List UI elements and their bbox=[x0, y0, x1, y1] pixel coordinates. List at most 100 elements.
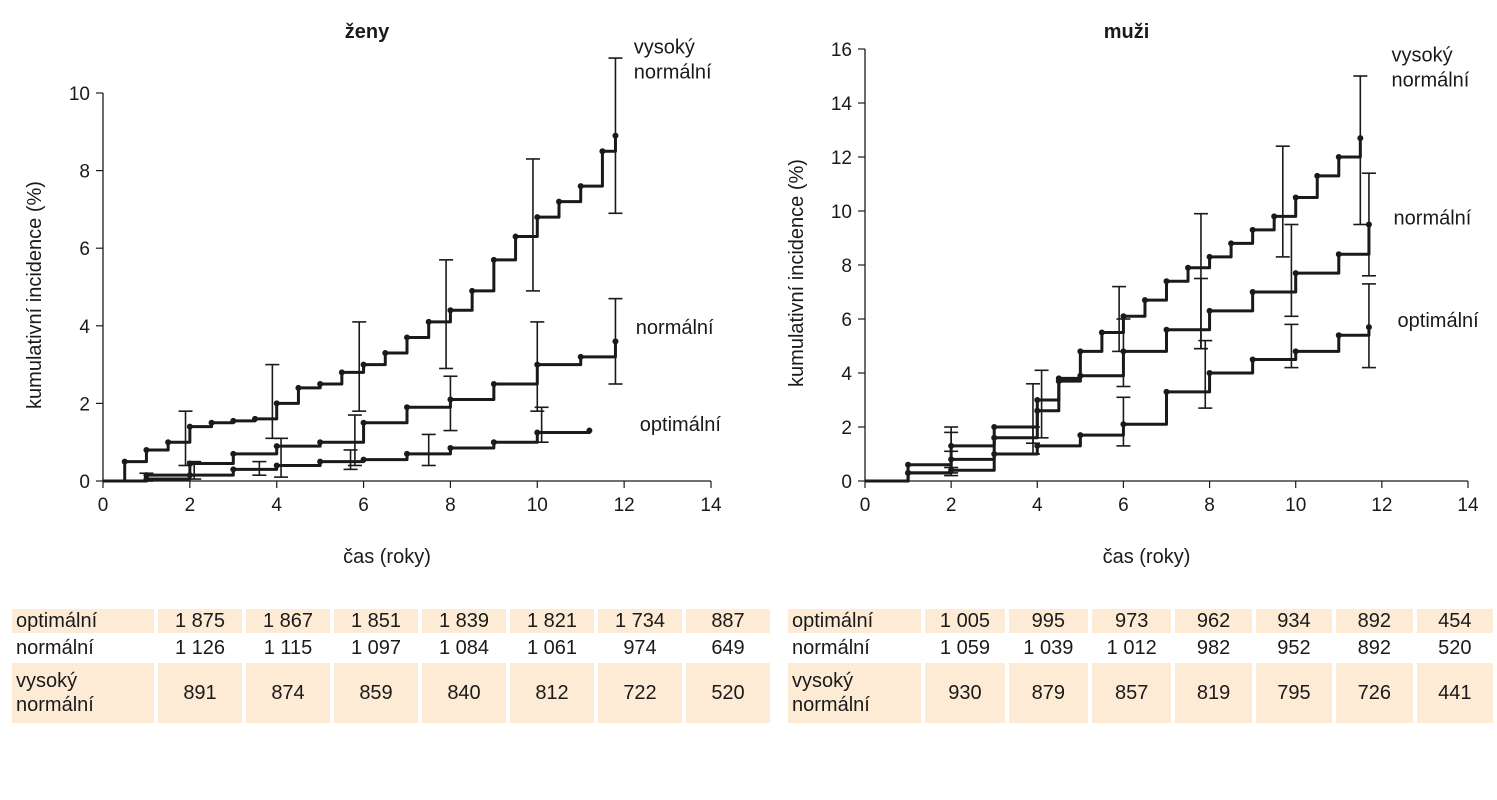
row-label: optimální bbox=[12, 609, 154, 633]
y-tick-label: 4 bbox=[841, 364, 852, 385]
data-point-normalni bbox=[360, 419, 367, 426]
series-optimalni bbox=[103, 406, 593, 483]
data-point-vysoky bbox=[360, 361, 367, 368]
x-axis-title: čas (roky) bbox=[1103, 546, 1191, 568]
y-tick-label: 10 bbox=[831, 202, 852, 223]
table-row: optimální 1 005 995 973 962 934 892 454 bbox=[788, 609, 1493, 633]
row-label-line: normální bbox=[16, 637, 94, 659]
y-tick-label: 8 bbox=[841, 256, 852, 277]
row-label-line: normální bbox=[792, 694, 870, 716]
table-cell: 891 bbox=[158, 663, 242, 723]
data-point-vysoky bbox=[490, 256, 497, 263]
series-label-normalni: normální bbox=[636, 317, 714, 339]
data-point-optimalni bbox=[404, 450, 410, 457]
table-cell: 930 bbox=[925, 663, 1005, 723]
table-cell: 1 115 bbox=[263, 637, 313, 659]
data-point-optimalni bbox=[991, 451, 998, 457]
series-normalni bbox=[865, 172, 1376, 483]
data-point-vysoky bbox=[447, 307, 454, 314]
data-point-vysoky bbox=[382, 349, 389, 356]
data-point-normalni bbox=[1292, 270, 1299, 277]
x-tick-label: 4 bbox=[271, 495, 282, 516]
y-tick-label: 4 bbox=[79, 317, 90, 338]
table-cell: 1 875 bbox=[158, 609, 242, 633]
table-row: vysoký normální 891 874 859 840 812 722 520 bbox=[12, 663, 770, 723]
table-cell: 879 bbox=[1008, 663, 1088, 723]
data-point-vysoky bbox=[599, 148, 606, 155]
x-tick-label: 14 bbox=[700, 495, 722, 516]
data-point-vysoky bbox=[273, 400, 280, 407]
series-label-optimalni: optimální bbox=[640, 414, 722, 436]
data-point-normalni bbox=[230, 450, 237, 457]
chart-women: ženy 0 2 4 6 8 10 12 14 0 2 4 6 8 10 čas (roky) kumulati… bbox=[24, 21, 722, 568]
table-cell: 795 bbox=[1255, 663, 1333, 723]
table-cell: 973 bbox=[1092, 609, 1172, 633]
table-cell: 892 bbox=[1336, 609, 1413, 633]
y-tick-label: 0 bbox=[79, 472, 90, 493]
data-point-vysoky bbox=[1141, 297, 1148, 304]
x-tick-label: 10 bbox=[527, 495, 548, 516]
table-cell: 722 bbox=[598, 663, 682, 723]
data-point-optimalni bbox=[1249, 356, 1256, 363]
x-tick-label: 6 bbox=[1118, 495, 1129, 516]
table-cell: 1 821 bbox=[510, 609, 594, 633]
data-point-optimalni bbox=[905, 469, 912, 476]
data-point-optimalni bbox=[230, 466, 237, 473]
data-point-vysoky bbox=[1120, 313, 1127, 320]
table-cell: 962 bbox=[1175, 609, 1252, 633]
table-cell: 1 084 bbox=[438, 637, 490, 659]
data-point-normalni bbox=[1206, 307, 1213, 314]
data-point-vysoky bbox=[1163, 278, 1170, 285]
data-point-normalni bbox=[490, 381, 497, 387]
data-point-normalni bbox=[317, 439, 324, 446]
data-point-vysoky bbox=[1314, 172, 1321, 179]
data-point-vysoky bbox=[1206, 253, 1213, 260]
data-point-vysoky bbox=[1292, 194, 1299, 201]
table-cell: 1 734 bbox=[598, 609, 682, 633]
data-point-optimalni bbox=[1034, 442, 1041, 449]
y-tick-label: 16 bbox=[831, 40, 852, 61]
data-point-vysoky bbox=[1271, 213, 1278, 220]
table-cell: 726 bbox=[1336, 663, 1413, 723]
data-point-optimalni bbox=[586, 427, 593, 434]
table-row: optimální 1 875 1 867 1 851 1 839 1 821 1 734 8… bbox=[12, 609, 770, 633]
data-point-vysoky bbox=[186, 423, 193, 430]
charts-canvas: ženy 0 2 4 6 8 10 12 14 0 2 4 6 8 10 čas (roky) kumulati… bbox=[24, 21, 1479, 568]
table-cell: 1 061 bbox=[526, 637, 578, 659]
data-point-optimalni bbox=[273, 462, 280, 469]
table-cell: 454 bbox=[1416, 609, 1493, 633]
series-line-optimalni bbox=[103, 430, 591, 483]
data-point-vysoky bbox=[512, 233, 519, 240]
x-tick-label: 2 bbox=[946, 495, 957, 516]
data-point-optimalni bbox=[1292, 348, 1299, 355]
x-tick-label: 0 bbox=[860, 495, 871, 516]
y-tick-label: 2 bbox=[841, 418, 852, 439]
table-cell: 974 bbox=[623, 637, 657, 659]
y-tick-label: 0 bbox=[841, 472, 852, 493]
data-point-optimalni bbox=[1163, 388, 1170, 395]
row-label-line: vysoký bbox=[16, 670, 78, 692]
series-label-vysoky: vysoký bbox=[634, 37, 695, 59]
x-tick-label: 8 bbox=[445, 495, 456, 516]
row-label-line: normální bbox=[792, 637, 870, 659]
series-line-vysoky bbox=[103, 135, 617, 483]
x-tick-label: 14 bbox=[1457, 495, 1479, 516]
y-tick-label: 2 bbox=[79, 394, 90, 415]
table-cell: 952 bbox=[1277, 637, 1311, 659]
series-label-vysoky: vysoký bbox=[1392, 44, 1453, 66]
x-tick-label: 0 bbox=[98, 495, 109, 516]
table-cell: 1 839 bbox=[422, 609, 506, 633]
y-tick-label: 12 bbox=[831, 148, 852, 169]
chart-title: muži bbox=[1104, 21, 1150, 43]
data-point-normalni bbox=[577, 353, 584, 360]
data-point-optimalni bbox=[317, 458, 324, 465]
table-cell: 1 005 bbox=[925, 609, 1005, 633]
table-cell: 1 039 bbox=[1023, 637, 1074, 659]
table-cell: 441 bbox=[1416, 663, 1493, 723]
series-vysoky bbox=[103, 57, 623, 483]
data-point-normalni bbox=[1034, 397, 1041, 403]
y-tick-label: 10 bbox=[69, 84, 90, 105]
data-point-normalni bbox=[273, 443, 280, 450]
y-axis-title: kumulativní incidence (%) bbox=[24, 181, 46, 409]
data-point-vysoky bbox=[577, 183, 584, 190]
